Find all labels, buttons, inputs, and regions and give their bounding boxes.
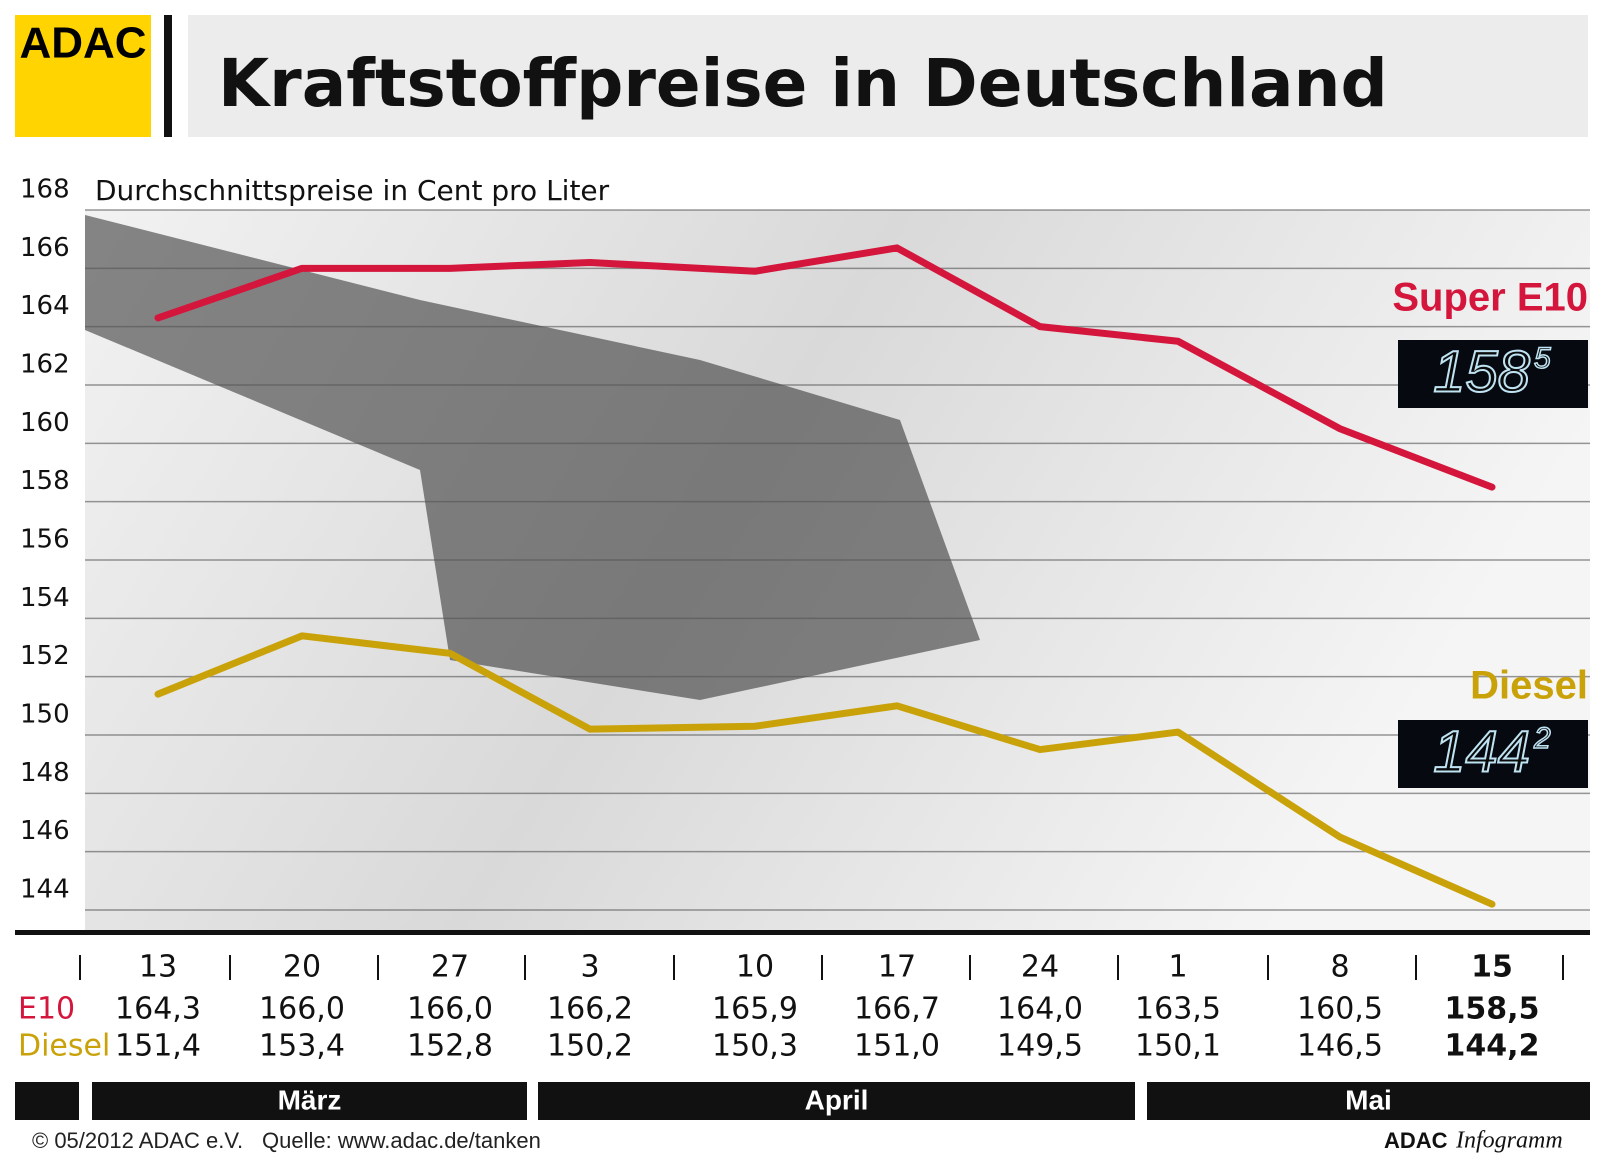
value-label: 158,5	[1445, 992, 1540, 1027]
led-digits: 144	[1433, 719, 1530, 784]
value-label: 160,5	[1297, 992, 1383, 1027]
x-tick-label: 27	[431, 950, 469, 985]
value-label: 164,0	[997, 992, 1083, 1027]
month-bar	[92, 1082, 527, 1120]
copyright: © 05/2012 ADAC e.V.	[32, 1128, 243, 1153]
series-line	[154, 632, 1496, 908]
row-label: E10	[18, 992, 75, 1027]
y-tick-label: 150	[20, 700, 70, 730]
value-label: 166,2	[547, 992, 633, 1027]
legend-label: Super E10	[1392, 276, 1588, 320]
y-tick-label: 158	[20, 466, 70, 496]
month-bar	[15, 1082, 79, 1120]
y-tick-label: 160	[20, 408, 70, 438]
value-label: 144,2	[1445, 1029, 1540, 1064]
chart-title: Kraftstoffpreise in Deutschland	[218, 45, 1388, 122]
x-tick-label: 24	[1021, 950, 1059, 985]
series-line	[154, 244, 1496, 491]
x-tick-label: 8	[1330, 950, 1349, 985]
y-tick-label: 156	[20, 525, 70, 555]
value-label: 152,8	[407, 1029, 493, 1064]
x-tick-label: 13	[139, 950, 177, 985]
value-label: 153,4	[259, 1029, 345, 1064]
led-digits: 158	[1433, 339, 1530, 404]
led-superscript: 5	[1534, 342, 1551, 375]
y-tick-label: 162	[20, 350, 70, 380]
led-superscript: 2	[1533, 722, 1551, 755]
legend-label: Diesel	[1470, 664, 1588, 708]
x-tick-label: 10	[736, 950, 774, 985]
chart-subtitle: Durchschnittspreise in Cent pro Liter	[95, 174, 610, 207]
x-tick-label: 1	[1168, 950, 1187, 985]
value-label: 151,4	[115, 1029, 201, 1064]
value-label: 164,3	[115, 992, 201, 1027]
month-bar	[1147, 1082, 1590, 1120]
value-label: 149,5	[997, 1029, 1083, 1064]
row-label: Diesel	[18, 1029, 110, 1064]
value-label: 163,5	[1135, 992, 1221, 1027]
y-tick-label: 152	[20, 641, 70, 671]
month-label: April	[805, 1084, 869, 1115]
x-tick-label: 3	[580, 950, 599, 985]
y-tick-label: 164	[20, 291, 70, 321]
x-tick-label: 20	[283, 950, 321, 985]
value-label: 166,7	[854, 992, 940, 1027]
month-label: Mai	[1345, 1084, 1392, 1115]
value-label: 150,2	[547, 1029, 633, 1064]
value-label: 150,1	[1135, 1029, 1221, 1064]
logo-box	[15, 15, 151, 137]
x-tick-label: 15	[1471, 950, 1513, 985]
value-label: 166,0	[259, 992, 345, 1027]
nozzle-shape	[85, 215, 980, 700]
x-axis	[15, 930, 1590, 935]
value-label: 146,5	[1297, 1029, 1383, 1064]
value-label: 150,3	[712, 1029, 798, 1064]
month-label: März	[278, 1084, 342, 1115]
footer-product: Infogramm	[1455, 1128, 1563, 1154]
y-tick-label: 146	[20, 816, 70, 846]
y-tick-label: 168	[20, 175, 70, 205]
footer-brand: ADAC	[1384, 1128, 1448, 1153]
value-label: 165,9	[712, 992, 798, 1027]
y-tick-label: 166	[20, 233, 70, 263]
title-band	[188, 15, 1588, 137]
y-tick-label: 154	[20, 583, 70, 613]
source: Quelle: www.adac.de/tanken	[262, 1128, 541, 1153]
led-display	[1398, 340, 1588, 408]
divider	[164, 15, 172, 137]
y-tick-label: 148	[20, 758, 70, 788]
value-label: 151,0	[854, 1029, 940, 1064]
value-label: 166,0	[407, 992, 493, 1027]
x-tick-label: 17	[878, 950, 916, 985]
led-display	[1398, 720, 1588, 788]
month-bar	[538, 1082, 1135, 1120]
y-tick-label: 144	[20, 875, 70, 905]
logo: ADAC	[19, 19, 146, 68]
